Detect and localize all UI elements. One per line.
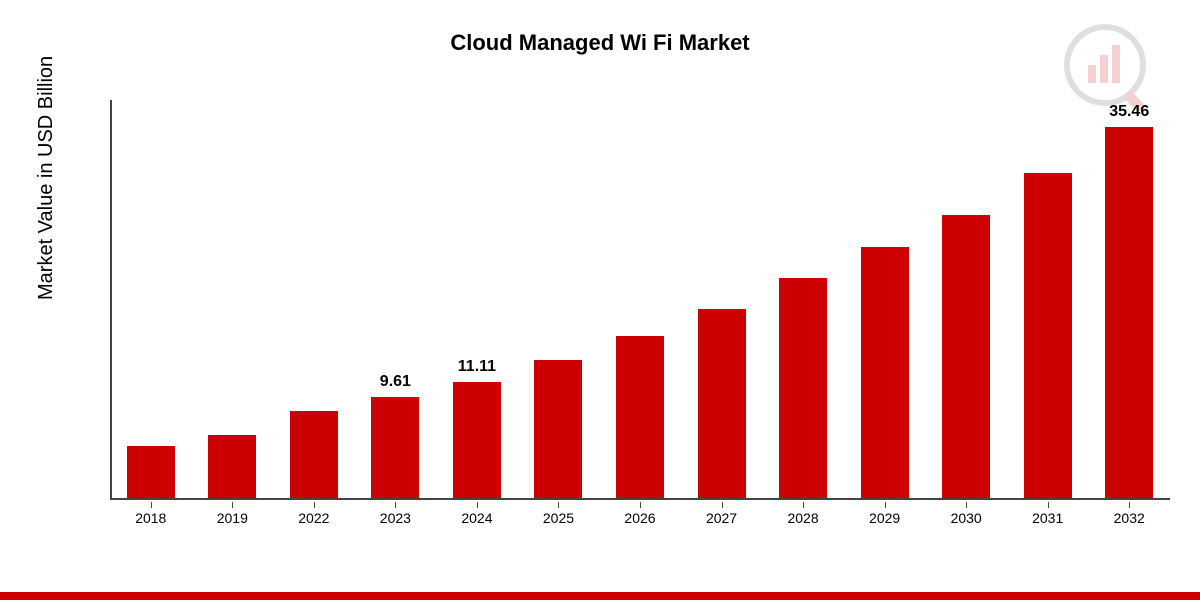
x-tick-mark	[232, 502, 233, 508]
bar-value-label: 35.46	[1089, 103, 1169, 121]
x-tick-mark	[640, 502, 641, 508]
bar	[290, 411, 338, 498]
x-tick-label: 2030	[926, 510, 1006, 526]
bar	[127, 446, 175, 498]
x-tick-mark	[477, 502, 478, 508]
x-tick-label: 2023	[355, 510, 435, 526]
x-tick-mark	[722, 502, 723, 508]
bar	[779, 278, 827, 498]
x-tick-mark	[1048, 502, 1049, 508]
x-axis-line	[110, 498, 1170, 500]
x-tick-mark	[803, 502, 804, 508]
plot-area: 9.6111.11 35.46	[110, 100, 1170, 500]
x-tick-label: 2026	[600, 510, 680, 526]
chart-title: Cloud Managed Wi Fi Market	[0, 30, 1200, 56]
x-tick-label: 2029	[845, 510, 925, 526]
bar	[942, 215, 990, 498]
bar	[534, 360, 582, 498]
x-tick-label: 2027	[682, 510, 762, 526]
chart-container: Cloud Managed Wi Fi Market Market Value …	[0, 0, 1200, 600]
bar-value-label: 9.61	[355, 373, 435, 391]
bottom-accent-bar	[0, 592, 1200, 600]
x-tick-label: 2031	[1008, 510, 1088, 526]
x-tick-label: 2019	[192, 510, 272, 526]
bar	[208, 435, 256, 498]
x-tick-mark	[558, 502, 559, 508]
bar	[1105, 127, 1153, 498]
bar	[371, 397, 419, 498]
x-tick-mark	[966, 502, 967, 508]
bar-value-label: 11.11	[437, 358, 517, 376]
bars-group: 9.6111.11 35.46	[110, 100, 1170, 498]
bar	[698, 309, 746, 498]
x-tick-mark	[1129, 502, 1130, 508]
x-tick-label: 2022	[274, 510, 354, 526]
x-tick-label: 2025	[518, 510, 598, 526]
bar	[861, 247, 909, 498]
x-tick-label: 2018	[111, 510, 191, 526]
bar	[1024, 173, 1072, 498]
y-axis-label: Market Value in USD Billion	[35, 56, 58, 300]
x-ticks-group: 2018201920222023202420252026202720282029…	[110, 502, 1170, 542]
x-tick-label: 2028	[763, 510, 843, 526]
bar	[453, 382, 501, 498]
x-tick-mark	[395, 502, 396, 508]
x-tick-mark	[885, 502, 886, 508]
x-tick-label: 2032	[1089, 510, 1169, 526]
x-tick-label: 2024	[437, 510, 517, 526]
x-tick-mark	[151, 502, 152, 508]
x-tick-mark	[314, 502, 315, 508]
bar	[616, 336, 664, 498]
